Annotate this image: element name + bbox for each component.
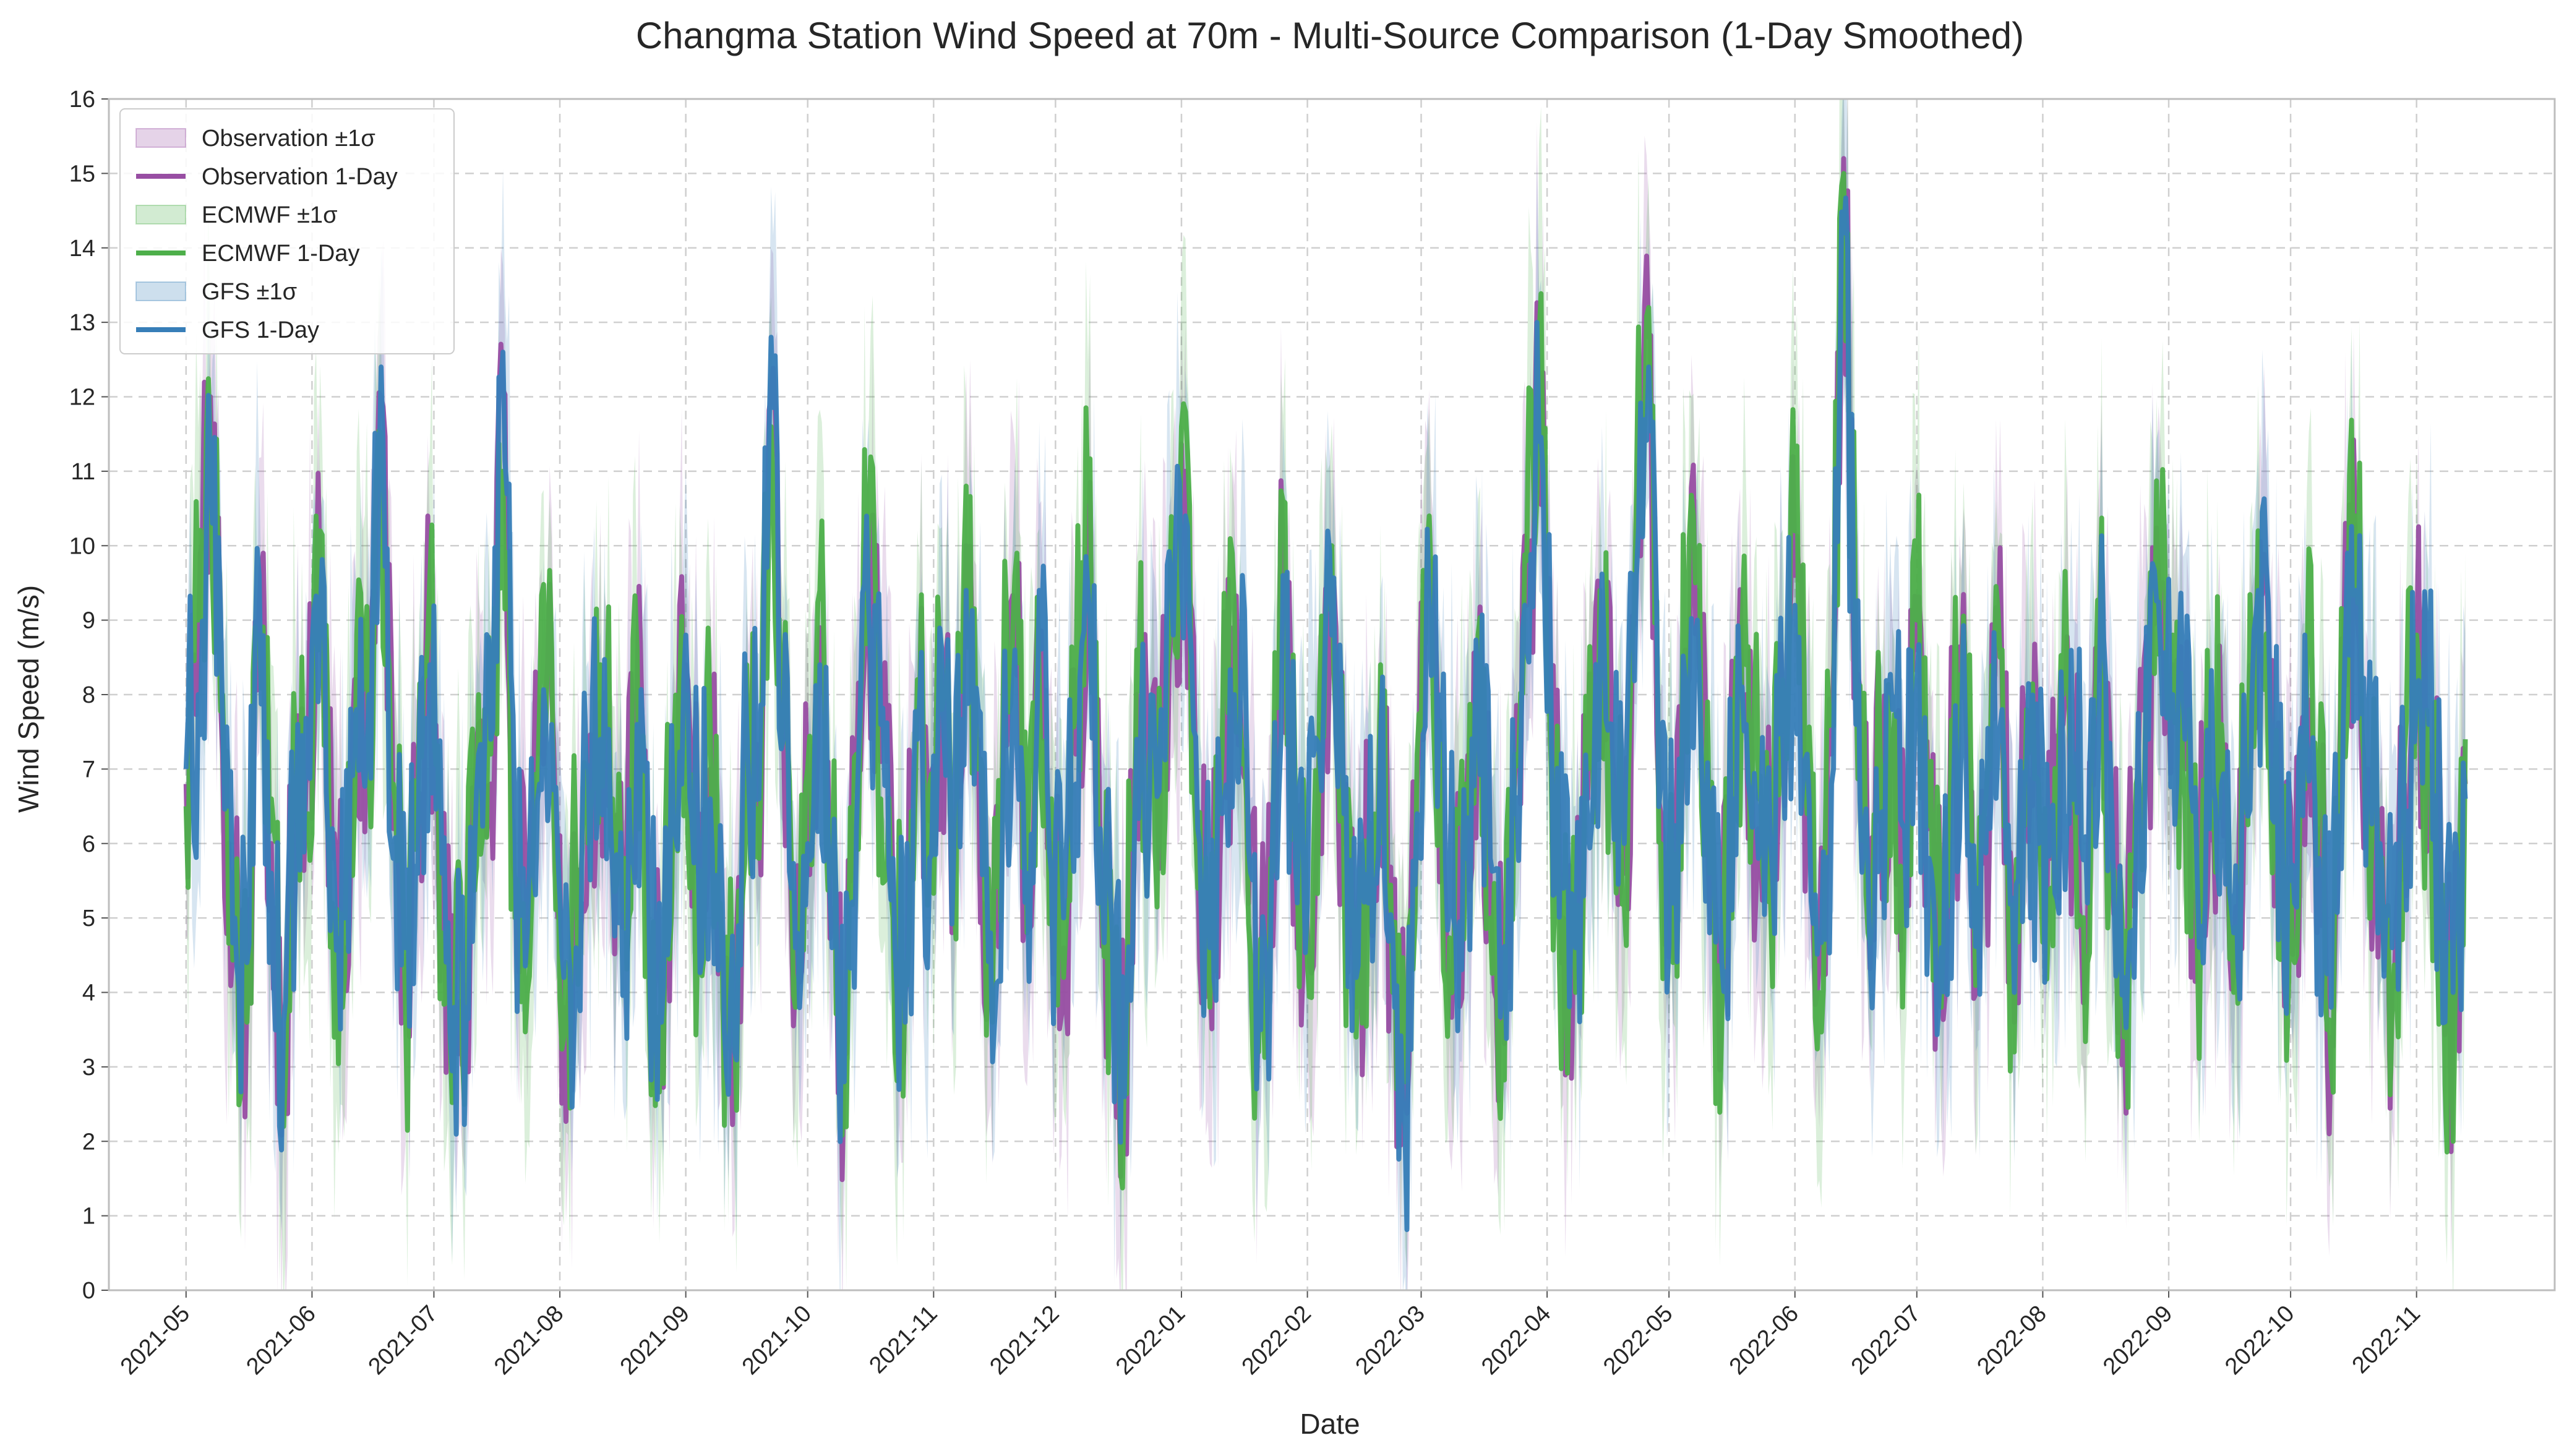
legend-label: ECMWF 1-Day xyxy=(202,241,359,267)
y-tick-label: 15 xyxy=(69,161,95,187)
legend-label: GFS 1-Day xyxy=(202,317,319,343)
y-axis-title: Wind Speed (m/s) xyxy=(12,585,45,813)
y-tick-label: 7 xyxy=(82,756,95,782)
y-tick-label: 12 xyxy=(69,385,95,411)
series-line-2 xyxy=(183,195,2468,1232)
legend-label: ECMWF ±1σ xyxy=(202,202,338,228)
y-tick-label: 6 xyxy=(82,831,95,857)
y-tick-label: 0 xyxy=(82,1278,95,1304)
y-tick-label: 11 xyxy=(71,459,95,485)
y-tick-label: 10 xyxy=(69,533,95,559)
y-tick-label: 8 xyxy=(82,682,95,708)
legend-label: GFS ±1σ xyxy=(202,279,297,305)
legend-label: Observation 1-Day xyxy=(202,164,398,190)
y-tick-label: 13 xyxy=(69,310,95,336)
legend-label: Observation ±1σ xyxy=(202,126,375,152)
y-tick-label: 5 xyxy=(82,906,95,931)
legend-band-swatch xyxy=(135,128,186,148)
plot-frame xyxy=(108,98,2556,1291)
y-tick-label: 16 xyxy=(69,87,95,113)
y-tick-label: 1 xyxy=(82,1204,95,1230)
y-tick-label: 14 xyxy=(69,236,95,262)
x-axis-title: Date xyxy=(1300,1408,1360,1440)
legend-band-swatch xyxy=(135,205,186,225)
y-tick-label: 4 xyxy=(82,980,95,1006)
plot-layer xyxy=(183,99,2468,1290)
chart-title: Changma Station Wind Speed at 70m - Mult… xyxy=(636,15,2024,56)
legend: Observation ±1σ Observation 1-Day ECMWF ±1… xyxy=(119,108,455,354)
legend-band-swatch xyxy=(135,281,186,301)
y-tick-label: 2 xyxy=(82,1129,95,1155)
legend-box xyxy=(119,108,455,354)
y-tick-label: 3 xyxy=(82,1055,95,1081)
y-tick-label: 9 xyxy=(82,608,95,634)
